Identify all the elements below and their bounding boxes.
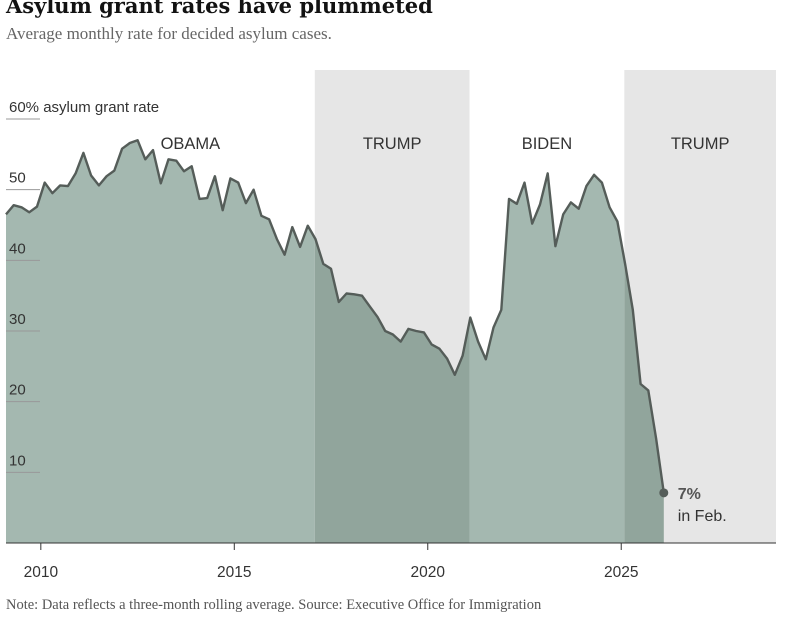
- area-fill: [6, 140, 315, 543]
- y-tick-label: 40: [9, 240, 26, 257]
- x-tick-label: 2010: [24, 564, 59, 581]
- area-fill: [469, 173, 625, 543]
- series-line: [5, 139, 665, 493]
- chart-title: Asylum grant rates have plummeted: [6, 0, 433, 18]
- x-tick-label: 2020: [411, 564, 446, 581]
- period-label: TRUMP: [363, 135, 422, 153]
- y-tick-label: 60% asylum grant rate: [9, 99, 159, 116]
- y-tick-label: 50: [9, 170, 26, 187]
- period-label: BIDEN: [522, 135, 572, 153]
- x-tick-label: 2025: [604, 564, 638, 581]
- y-tick-label: 30: [9, 311, 26, 328]
- period-label: OBAMA: [161, 135, 221, 153]
- period-label: TRUMP: [671, 135, 730, 153]
- endpoint-marker: [659, 488, 669, 498]
- chart-subtitle: Average monthly rate for decided asylum …: [6, 24, 332, 43]
- chart-source-note: Note: Data reflects a three-month rollin…: [6, 597, 542, 613]
- y-tick-label: 10: [9, 452, 26, 469]
- annotation-subtext: in Feb.: [678, 508, 727, 525]
- x-tick-label: 2015: [217, 564, 251, 581]
- annotation-value: 7%: [678, 486, 701, 503]
- y-tick-label: 20: [9, 382, 26, 399]
- area-fill: [314, 237, 470, 543]
